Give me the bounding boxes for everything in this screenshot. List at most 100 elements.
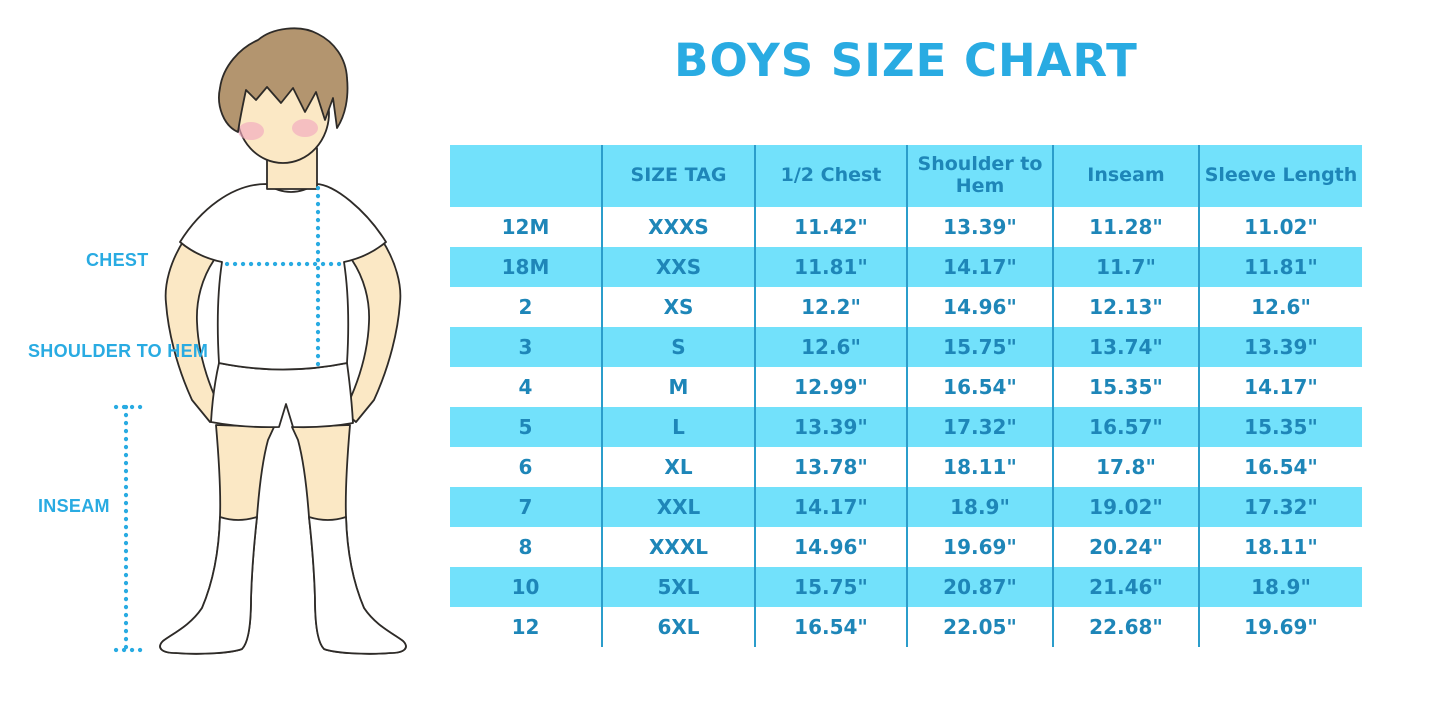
table-cell: M [601, 367, 755, 407]
table-cell: XXXL [601, 527, 755, 567]
table-row: 5 L 13.39" 17.32" 16.57" 15.35" [450, 407, 1362, 447]
table-cell: 11.7" [1052, 247, 1199, 287]
boy-illustration [113, 27, 407, 655]
table-cell: 12.6" [754, 327, 907, 367]
boy-right-blush [292, 119, 318, 137]
table-cell: 13.39" [754, 407, 907, 447]
table-cell: 6 [518, 455, 533, 479]
table-row: 3 S 12.6" 15.75" 13.74" 13.39" [450, 327, 1362, 367]
table-cell: 18.9" [906, 487, 1053, 527]
table-cell: 3 [450, 327, 602, 367]
table-cell: 19.69" [1198, 607, 1362, 647]
table-cell: 5XL [601, 567, 755, 607]
table-cell: 14.96" [906, 287, 1053, 327]
table-cell: 19.02" [1052, 487, 1199, 527]
table-cell: 16.54" [754, 607, 907, 647]
size-table-body: 12M XXXS 11.42" 13.39" 11.28" 11.02" 18M… [450, 207, 1362, 647]
boy-right-arm [343, 239, 402, 423]
table-cell: 15.75" [754, 567, 907, 607]
table-cell: 13.39" [906, 207, 1053, 247]
table-cell: 14.96" [754, 527, 907, 567]
table-cell: 22.05" [906, 607, 1053, 647]
table-cell: 11.81" [1198, 247, 1362, 287]
table-cell: 13.74" [1052, 327, 1199, 367]
table-cell: XXL [601, 487, 755, 527]
table-cell: 12.99" [754, 367, 907, 407]
table-row: 4 M 12.99" 16.54" 15.35" 14.17" [450, 367, 1362, 407]
table-cell: 17.8" [1052, 447, 1199, 487]
table-cell: 11.81" [754, 247, 907, 287]
table-cell: 13.39" [1198, 327, 1362, 367]
table-cell: 2 [518, 295, 533, 319]
table-cell: 14.17" [906, 247, 1053, 287]
table-cell: XXXS [601, 207, 755, 247]
page-title: BOYS SIZE CHART [674, 34, 1138, 87]
table-cell: 18.11" [906, 447, 1053, 487]
table-row: 18M XXS 11.81" 14.17" 11.7" 11.81" [450, 247, 1362, 287]
table-cell: 12M [501, 215, 550, 239]
column-header-size-tag: SIZE TAG [601, 145, 755, 207]
table-row: 12 6XL 16.54" 22.05" 22.68" 19.69" [450, 607, 1362, 647]
table-cell: 16.57" [1052, 407, 1199, 447]
boy-left-sock [159, 516, 258, 655]
size-figure-panel: CHEST SHOULDER TO HEM INSEAM [0, 0, 450, 723]
boy-tshirt [179, 183, 387, 371]
table-cell: 6XL [601, 607, 755, 647]
size-chart-table: SIZE TAG 1/2 Chest Shoulder to Hem Insea… [450, 145, 1362, 647]
boy-shorts [210, 362, 354, 429]
column-header-inseam: Inseam [1052, 145, 1199, 207]
table-row: 8 XXXL 14.96" 19.69" 20.24" 18.11" [450, 527, 1362, 567]
table-row: 2 XS 12.2" 14.96" 12.13" 12.6" [450, 287, 1362, 327]
table-cell: 13.78" [754, 447, 907, 487]
header-row: SIZE TAG 1/2 Chest Shoulder to Hem Insea… [450, 145, 1362, 207]
table-cell: XS [601, 287, 755, 327]
table-cell: 4 [518, 375, 533, 399]
chest-label: CHEST [86, 250, 149, 270]
table-cell: 17.32" [1198, 487, 1362, 527]
table-cell: XL [601, 447, 755, 487]
table-row: 12M XXXS 11.42" 13.39" 11.28" 11.02" [450, 207, 1362, 247]
table-cell: 18.9" [1198, 567, 1362, 607]
size-chart-panel: BOYS SIZE CHART SIZE TAG 1/2 Chest Shoul… [450, 0, 1362, 723]
table-cell: 12.2" [754, 287, 907, 327]
table-cell: 17.32" [906, 407, 1053, 447]
table-cell: 15.35" [1198, 407, 1362, 447]
boy-hair [218, 27, 349, 133]
table-cell: 12 [511, 615, 540, 639]
table-cell: 15.35" [1052, 367, 1199, 407]
table-cell: 15.75" [906, 327, 1053, 367]
table-cell: 11.02" [1198, 207, 1362, 247]
table-cell: 12.13" [1052, 287, 1199, 327]
table-cell: 20.87" [906, 567, 1053, 607]
table-cell: 12.6" [1198, 287, 1362, 327]
column-header-sleeve-length: Sleeve Length [1198, 145, 1362, 207]
table-row: 6 XL 13.78" 18.11" 17.8" 16.54" [450, 447, 1362, 487]
table-cell: 10 [450, 567, 602, 607]
boy-right-sock [308, 516, 407, 655]
table-cell: 20.24" [1052, 527, 1199, 567]
table-cell: 11.28" [1052, 207, 1199, 247]
table-cell: 18.11" [1198, 527, 1362, 567]
column-header-half-chest: 1/2 Chest [754, 145, 907, 207]
table-cell: L [601, 407, 755, 447]
table-cell: 16.54" [906, 367, 1053, 407]
boy-left-arm [164, 239, 223, 423]
shoulder-to-hem-label: SHOULDER TO HEM [28, 341, 209, 361]
table-cell: XXS [601, 247, 755, 287]
inseam-measure-line [113, 404, 147, 653]
table-cell: 14.17" [1198, 367, 1362, 407]
table-cell: 19.69" [906, 527, 1053, 567]
boy-left-blush [238, 122, 264, 140]
column-header-size [450, 145, 602, 207]
table-cell: 21.46" [1052, 567, 1199, 607]
inseam-label: INSEAM [38, 496, 110, 516]
table-cell: 11.42" [754, 207, 907, 247]
table-cell: 14.17" [754, 487, 907, 527]
table-cell: 16.54" [1198, 447, 1362, 487]
table-cell: 5 [450, 407, 602, 447]
table-row: 7 XXL 14.17" 18.9" 19.02" 17.32" [450, 487, 1362, 527]
table-row: 10 5XL 15.75" 20.87" 21.46" 18.9" [450, 567, 1362, 607]
table-cell: 8 [518, 535, 533, 559]
table-cell: 22.68" [1052, 607, 1199, 647]
table-cell: 7 [450, 487, 602, 527]
